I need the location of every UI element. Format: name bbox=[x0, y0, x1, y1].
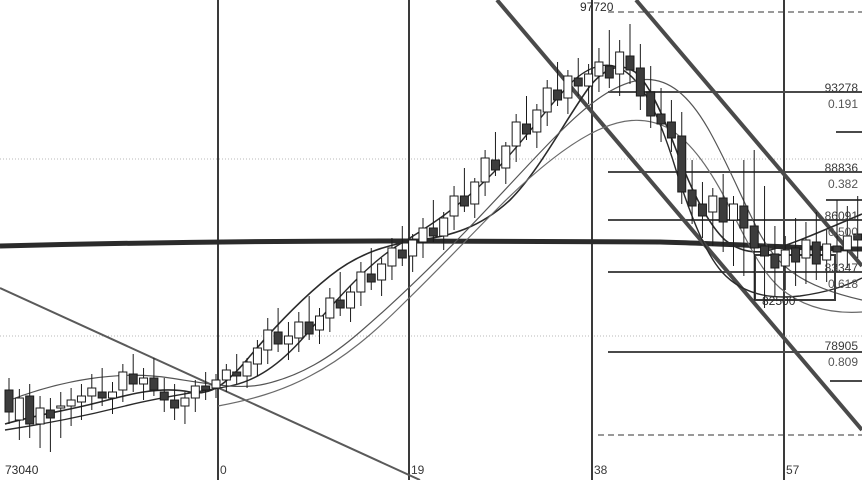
x-tick-label-38: 38 bbox=[594, 463, 608, 477]
fib-price-0500: 86091 bbox=[824, 209, 858, 223]
fib-price-0809: 78905 bbox=[824, 339, 858, 353]
fib-ratio-0191: 0.191 bbox=[827, 97, 858, 111]
low-price-label: 73040 bbox=[5, 463, 39, 477]
x-tick-label-19: 19 bbox=[411, 463, 425, 477]
fib-ratio-0618: 0.618 bbox=[827, 277, 858, 291]
fib-price-0618: 83347 bbox=[824, 261, 858, 275]
fib-ratio-0809: 0.809 bbox=[827, 355, 858, 369]
fib-ratio-0500: 0.500 bbox=[827, 225, 858, 239]
fib-price-0191: 93278 bbox=[824, 81, 858, 95]
box-price-label: 82500 bbox=[762, 294, 796, 308]
fib-ratio-0382: 0.382 bbox=[827, 177, 858, 191]
high-price-label: 97720 bbox=[580, 0, 614, 14]
fib-price-0382: 88836 bbox=[824, 161, 858, 175]
x-tick-label-0: 0 bbox=[220, 463, 227, 477]
x-tick-label-57: 57 bbox=[786, 463, 800, 477]
